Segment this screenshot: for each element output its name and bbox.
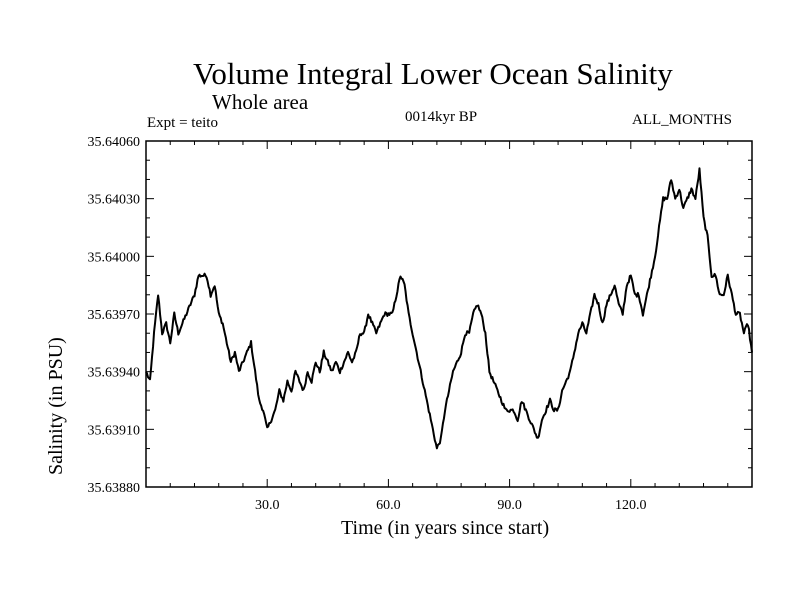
y-tick-label: 35.64000 <box>88 250 141 265</box>
series-line-salinity <box>145 167 753 450</box>
experiment-label: Expt = teito <box>147 115 218 131</box>
y-tick-label: 35.63970 <box>88 308 141 323</box>
y-tick-label: 35.64030 <box>88 193 141 208</box>
chart-title: Volume Integral Lower Ocean Salinity <box>193 56 673 91</box>
plot-frame <box>145 140 753 488</box>
y-tick-label: 35.63880 <box>88 481 141 496</box>
y-tick-label: 35.63940 <box>88 366 141 381</box>
y-tick-label: 35.63910 <box>88 423 141 438</box>
x-axis-label: Time (in years since start) <box>341 517 550 539</box>
x-tick-label: 90.0 <box>497 498 522 513</box>
months-label: ALL_MONTHS <box>632 112 732 128</box>
x-tick-label: 120.0 <box>615 498 647 513</box>
y-tick-label: 35.64060 <box>88 135 141 150</box>
period-label: 0014kyr BP <box>405 109 478 125</box>
chart-subtitle: Whole area <box>212 90 309 114</box>
x-tick-label: 30.0 <box>255 498 280 513</box>
x-tick-label: 60.0 <box>376 498 401 513</box>
